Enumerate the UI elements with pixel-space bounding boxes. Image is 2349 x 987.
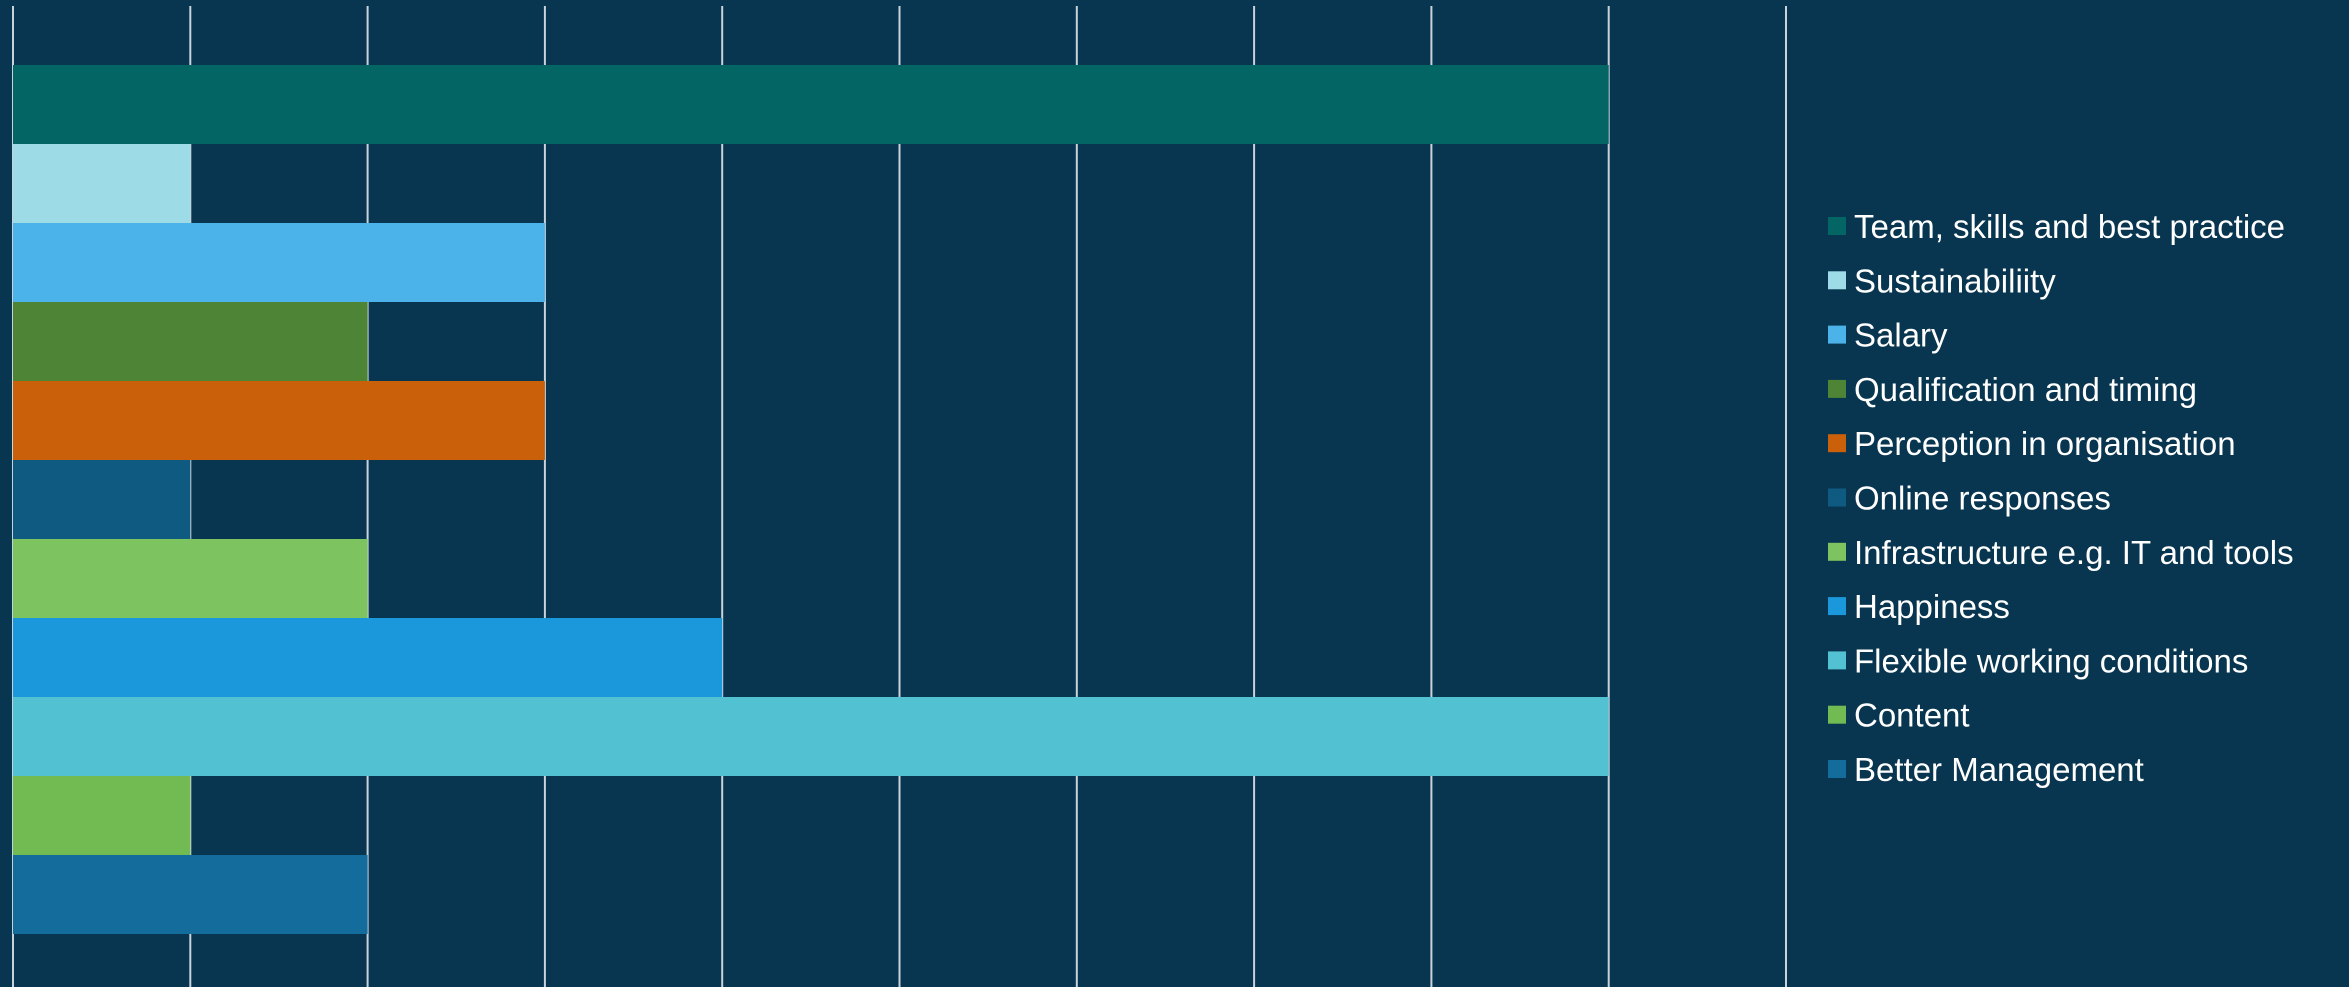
bar <box>13 65 1609 144</box>
legend-label: Better Management <box>1854 751 2144 788</box>
legend-label: Sustainabiliity <box>1854 262 2056 299</box>
legend-item: Qualification and timing <box>1828 371 2197 408</box>
bars <box>13 65 1609 934</box>
legend-swatch <box>1828 325 1846 344</box>
legend-label: Flexible working conditions <box>1854 642 2248 679</box>
bar <box>13 144 191 223</box>
bar <box>13 381 545 460</box>
legend-label: Happiness <box>1854 588 2010 625</box>
legend-item: Perception in organisation <box>1828 425 2236 462</box>
bar <box>13 776 191 855</box>
legend-item: Infrastructure e.g. IT and tools <box>1828 534 2294 571</box>
legend-label: Salary <box>1854 317 1948 354</box>
legend-item: Sustainabiliity <box>1828 262 2056 299</box>
legend-swatch <box>1828 488 1846 507</box>
legend-swatch <box>1828 217 1846 235</box>
legend-label: Online responses <box>1854 480 2111 517</box>
legend-item: Salary <box>1828 317 1948 354</box>
legend-swatch <box>1828 379 1846 398</box>
bar <box>13 855 368 934</box>
legend-item: Better Management <box>1828 751 2144 788</box>
legend-item: Online responses <box>1828 480 2111 517</box>
bar <box>13 539 368 618</box>
legend-swatch <box>1828 651 1846 670</box>
legend-item: Content <box>1828 697 1970 734</box>
legend: Team, skills and best practice Sustainabi… <box>1828 208 2294 788</box>
legend-item: Team, skills and best practice <box>1828 208 2285 245</box>
legend-swatch <box>1828 271 1846 290</box>
legend-label: Qualification and timing <box>1854 371 2197 408</box>
legend-label: Content <box>1854 697 1970 734</box>
bar <box>13 223 545 302</box>
legend-label: Perception in organisation <box>1854 425 2236 462</box>
legend-swatch <box>1828 434 1846 453</box>
bar <box>13 302 368 381</box>
legend-label: Infrastructure e.g. IT and tools <box>1854 534 2294 571</box>
legend-swatch <box>1828 597 1846 616</box>
bar <box>13 618 723 697</box>
legend-swatch <box>1828 760 1846 778</box>
legend-swatch <box>1828 705 1846 724</box>
bar <box>13 697 1609 776</box>
gridlines <box>12 6 1787 987</box>
legend-label: Team, skills and best practice <box>1854 208 2285 245</box>
legend-item: Happiness <box>1828 588 2010 625</box>
legend-swatch <box>1828 542 1846 561</box>
legend-item: Flexible working conditions <box>1828 642 2248 679</box>
bar <box>13 460 191 539</box>
